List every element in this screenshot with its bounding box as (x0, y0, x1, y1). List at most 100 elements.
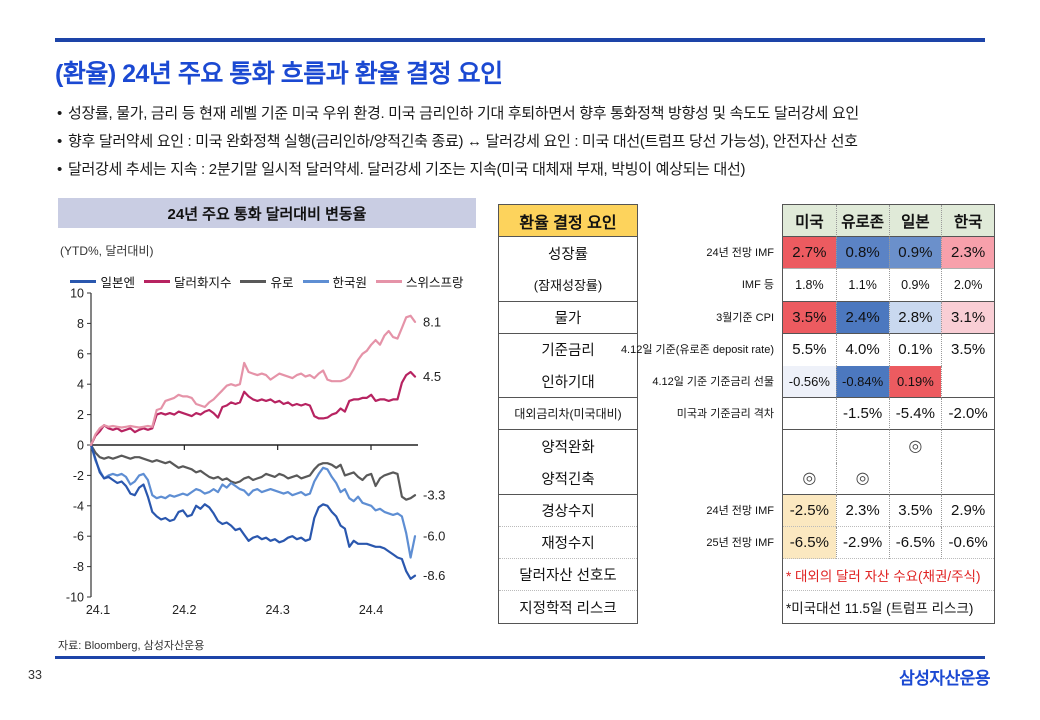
bullet-text: 달러강세 추세는 지속 : 2분기말 일시적 달러약세. 달러강세 기조는 지속… (67, 161, 746, 178)
metric-label: 25년 전망 IMF (706, 536, 774, 549)
data-cell (941, 462, 994, 495)
legend-item-dxy: 달러화지수 (143, 272, 232, 291)
data-cell: 2.4% (835, 301, 889, 334)
data-cell: 0.9% (888, 269, 942, 302)
data-cell: 1.8% (783, 269, 836, 302)
series-end-label-krw: -6.0 (423, 529, 445, 544)
factor-cell: 대외금리차(미국대비) (499, 398, 637, 431)
y-tick-label: -8 (73, 560, 84, 574)
data-cell (941, 430, 994, 463)
bullet-item: • 달러강세 추세는 지속 : 2분기말 일시적 달러약세. 달러강세 기조는 지… (57, 156, 1007, 184)
series-line-chf (89, 314, 417, 447)
metric-label (642, 558, 778, 590)
y-tick-label: 6 (77, 347, 84, 361)
data-cell: 0.8% (835, 237, 889, 270)
data-cell (783, 430, 836, 462)
chart-unit-label: (YTD%, 달러대비) (60, 244, 154, 258)
bullet-icon: • (57, 161, 62, 178)
series-end-label-eur: -3.3 (423, 488, 445, 503)
y-tick-label: 4 (77, 378, 84, 392)
legend-swatch-krw (302, 280, 329, 283)
legend-swatch-chf (376, 280, 403, 283)
metric-label: 24년 전망 IMF (706, 247, 774, 260)
data-cell: 0.19% (888, 365, 942, 399)
data-cell (783, 398, 836, 431)
annotation-cell: * 대외의 달러 자산 수요(채권/주식) (783, 559, 994, 592)
metric-label: 4.12일 기준 기준금리 선물 (652, 376, 774, 389)
data-cell: 3.5% (783, 301, 836, 334)
data-cell (941, 365, 994, 399)
bullet-icon: • (57, 105, 62, 122)
legend-label-dxy: 달러화지수 (173, 276, 232, 290)
bullet-text: 성장률, 물가, 금리 등 현재 레벨 기준 미국 우위 환경. 미국 금리인하… (67, 105, 859, 122)
metric-label-column: 24년 전망 IMF IMF 등 3월기준 CPI 4.12일 기준(유로존 depo… (621, 204, 778, 622)
legend-label-eur: 유로 (270, 276, 294, 290)
legend-item-eur: 유로 (240, 272, 294, 291)
data-cell: 0.1% (888, 333, 942, 366)
annotation-cell: *미국대선 11.5일 (트럼프 리스크) (786, 601, 974, 617)
data-cell: ◎ (888, 430, 942, 463)
data-cell: 5.5% (792, 341, 827, 359)
y-tick-label: 10 (70, 288, 84, 301)
series-end-label-chf: 8.1 (423, 314, 441, 329)
series-end-label-dxy: 4.5 (423, 369, 441, 384)
series-line-dxy (89, 370, 417, 447)
factor-cell: 재정수지 (499, 527, 637, 560)
data-cell: 4.0% (835, 333, 889, 366)
data-cell: -6.5% (783, 526, 836, 560)
series-line-krw (89, 443, 417, 559)
metric-label (642, 590, 778, 622)
legend-item-krw: 한국원 (302, 272, 368, 291)
data-cell: -5.4% (888, 398, 942, 431)
metric-header-spacer (642, 204, 778, 236)
legend-item-chf: 스위스프랑 (376, 272, 464, 291)
data-cell (888, 462, 942, 495)
y-tick-label: -4 (73, 499, 84, 513)
bullet-list: • 성장률, 물가, 금리 등 현재 레벨 기준 미국 우위 환경. 미국 금리인… (57, 100, 1007, 184)
company-logo: 삼성자산운용 (899, 669, 990, 688)
factor-cell: 경상수지 (499, 495, 637, 527)
page-title: (환율) 24년 주요 통화 흐름과 환율 결정 요인 (55, 60, 503, 88)
chart-panel-title: 24년 주요 통화 달러대비 변동율 (58, 198, 476, 228)
chart-source: 자료: Bloomberg, 삼성자산운용 (58, 640, 205, 652)
bullet-item: • 성장률, 물가, 금리 등 현재 레벨 기준 미국 우위 환경. 미국 금리인… (57, 100, 1007, 128)
data-cell: 2.3% (835, 494, 889, 527)
metric-label: 미국과 기준금리 격차 (676, 408, 774, 421)
metric-label: 24년 전망 IMF (706, 504, 774, 517)
factor-cell: 기준금리 (541, 343, 595, 360)
x-tick-label: 24.4 (359, 603, 383, 617)
metric-label (642, 462, 778, 494)
factor-cell: 달러자산 선호도 (499, 559, 637, 592)
data-cell: 1.1% (835, 269, 889, 302)
bullet-item: • 향후 달러약세 요인 : 미국 완화정책 실행(금리인하/양적긴축 종료) ↔… (57, 128, 1007, 156)
factor-cell: 양적긴축 (499, 463, 637, 495)
data-cell: 2.8% (888, 301, 942, 334)
y-tick-label: -2 (73, 469, 84, 483)
y-tick-label: 2 (77, 408, 84, 422)
bullet-text: 향후 달러약세 요인 : 미국 완화정책 실행(금리인하/양적긴축 종료) ↔ … (67, 133, 858, 150)
series-line-jpy (89, 443, 417, 580)
series-line-eur (89, 443, 417, 501)
data-cell: 0.9% (888, 237, 942, 270)
legend-swatch-dxy (143, 280, 170, 283)
y-tick-label: -6 (73, 530, 84, 544)
factor-header: 환율 결정 요인 (499, 205, 637, 238)
factor-column: 환율 결정 요인 성장률 (잠재성장률) 물가 기준금리 인하기대 대외금리차(미국대비) 양… (498, 204, 638, 625)
data-cell: -0.56% (783, 365, 836, 399)
chart-legend: 일본엔 달러화지수 유로 한국원 스위스프랑 (58, 272, 476, 291)
legend-label-krw: 한국원 (332, 276, 368, 290)
legend-item-jpy: 일본엔 (70, 272, 135, 291)
data-cell: -2.0% (941, 398, 994, 431)
page-number: 33 (28, 668, 42, 682)
country-header-1: 유로존 (835, 205, 889, 238)
data-cell: 2.9% (941, 494, 994, 527)
data-cell: 2.3% (941, 237, 994, 270)
factor-cell: 물가 (499, 302, 637, 334)
factor-cell: 양적완화 (541, 439, 595, 456)
bullet-icon: • (57, 133, 62, 150)
data-cell: -6.5% (888, 526, 942, 560)
data-cell: -0.84% (835, 365, 889, 399)
y-tick-label: 8 (77, 317, 84, 331)
data-cell: -1.5% (835, 398, 889, 431)
